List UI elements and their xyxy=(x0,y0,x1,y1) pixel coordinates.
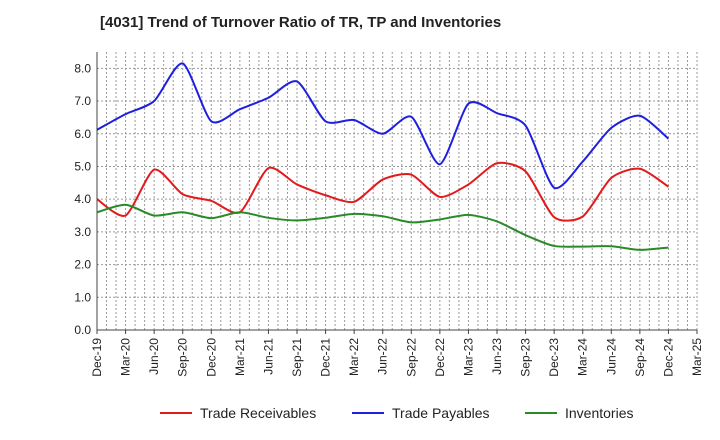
x-tick-label: Jun-24 xyxy=(604,338,618,375)
axes xyxy=(96,52,698,334)
x-tick-label: Mar-24 xyxy=(576,338,590,376)
x-tick-label: Dec-23 xyxy=(547,338,561,377)
y-tick-label: 2.0 xyxy=(74,258,91,272)
series-line-trade-payables xyxy=(96,62,670,190)
legend-label-trade-payables: Trade Payables xyxy=(392,405,490,421)
series-line-inventories xyxy=(96,203,669,251)
x-tick-label: Mar-25 xyxy=(690,338,704,376)
legend-item-inventories: Inventories xyxy=(525,405,633,421)
y-tick-label: 1.0 xyxy=(74,290,91,304)
x-tick-label: Sep-20 xyxy=(176,338,190,377)
y-tick-label: 0.0 xyxy=(74,323,91,337)
series-line-trade-receivables xyxy=(96,161,669,222)
x-tick-label: Jun-20 xyxy=(147,338,161,375)
tick-labels: 0.0 1.0 2.0 3.0 4.0 5.0 6.0 7.0 8.0 Dec-19 Mar-20 J… xyxy=(74,61,704,376)
x-tick-label: Dec-22 xyxy=(433,338,447,377)
x-tick-label: Jun-22 xyxy=(376,338,390,375)
y-tick-label: 7.0 xyxy=(74,94,91,108)
x-tick-label: Dec-24 xyxy=(661,338,675,377)
x-tick-label: Mar-23 xyxy=(461,338,475,376)
grid-lines xyxy=(96,52,698,331)
x-tick-label: Mar-20 xyxy=(119,338,133,376)
x-tick-label: Dec-20 xyxy=(204,338,218,377)
legend-label-inventories: Inventories xyxy=(565,405,634,421)
x-tick-label: Sep-22 xyxy=(404,338,418,377)
x-tick-label: Sep-24 xyxy=(633,338,647,377)
y-tick-label: 3.0 xyxy=(74,225,91,239)
legend: Trade Receivables Trade Payables Invento… xyxy=(0,405,720,425)
x-tick-label: Jun-21 xyxy=(261,338,275,375)
y-tick-label: 6.0 xyxy=(74,127,91,141)
legend-item-trade-payables: Trade Payables xyxy=(352,405,490,421)
x-tick-label: Dec-19 xyxy=(90,338,104,377)
x-tick-label: Dec-21 xyxy=(319,338,333,377)
legend-item-trade-receivables: Trade Receivables xyxy=(160,405,316,421)
legend-swatch-trade-receivables xyxy=(160,412,192,414)
y-tick-label: 4.0 xyxy=(74,192,91,206)
x-tick-label: Jun-23 xyxy=(490,338,504,375)
x-tick-label: Mar-21 xyxy=(233,338,247,376)
x-tick-label: Sep-23 xyxy=(519,338,533,377)
legend-swatch-trade-payables xyxy=(352,412,384,414)
legend-label-trade-receivables: Trade Receivables xyxy=(200,405,317,421)
y-tick-label: 5.0 xyxy=(74,159,91,173)
x-tick-label: Mar-22 xyxy=(347,338,361,376)
y-tick-label: 8.0 xyxy=(74,61,91,75)
chart-title: [4031] Trend of Turnover Ratio of TR, TP… xyxy=(100,14,502,31)
legend-swatch-inventories xyxy=(525,412,557,414)
x-tick-label: Sep-21 xyxy=(290,338,304,377)
series-lines xyxy=(96,62,670,251)
